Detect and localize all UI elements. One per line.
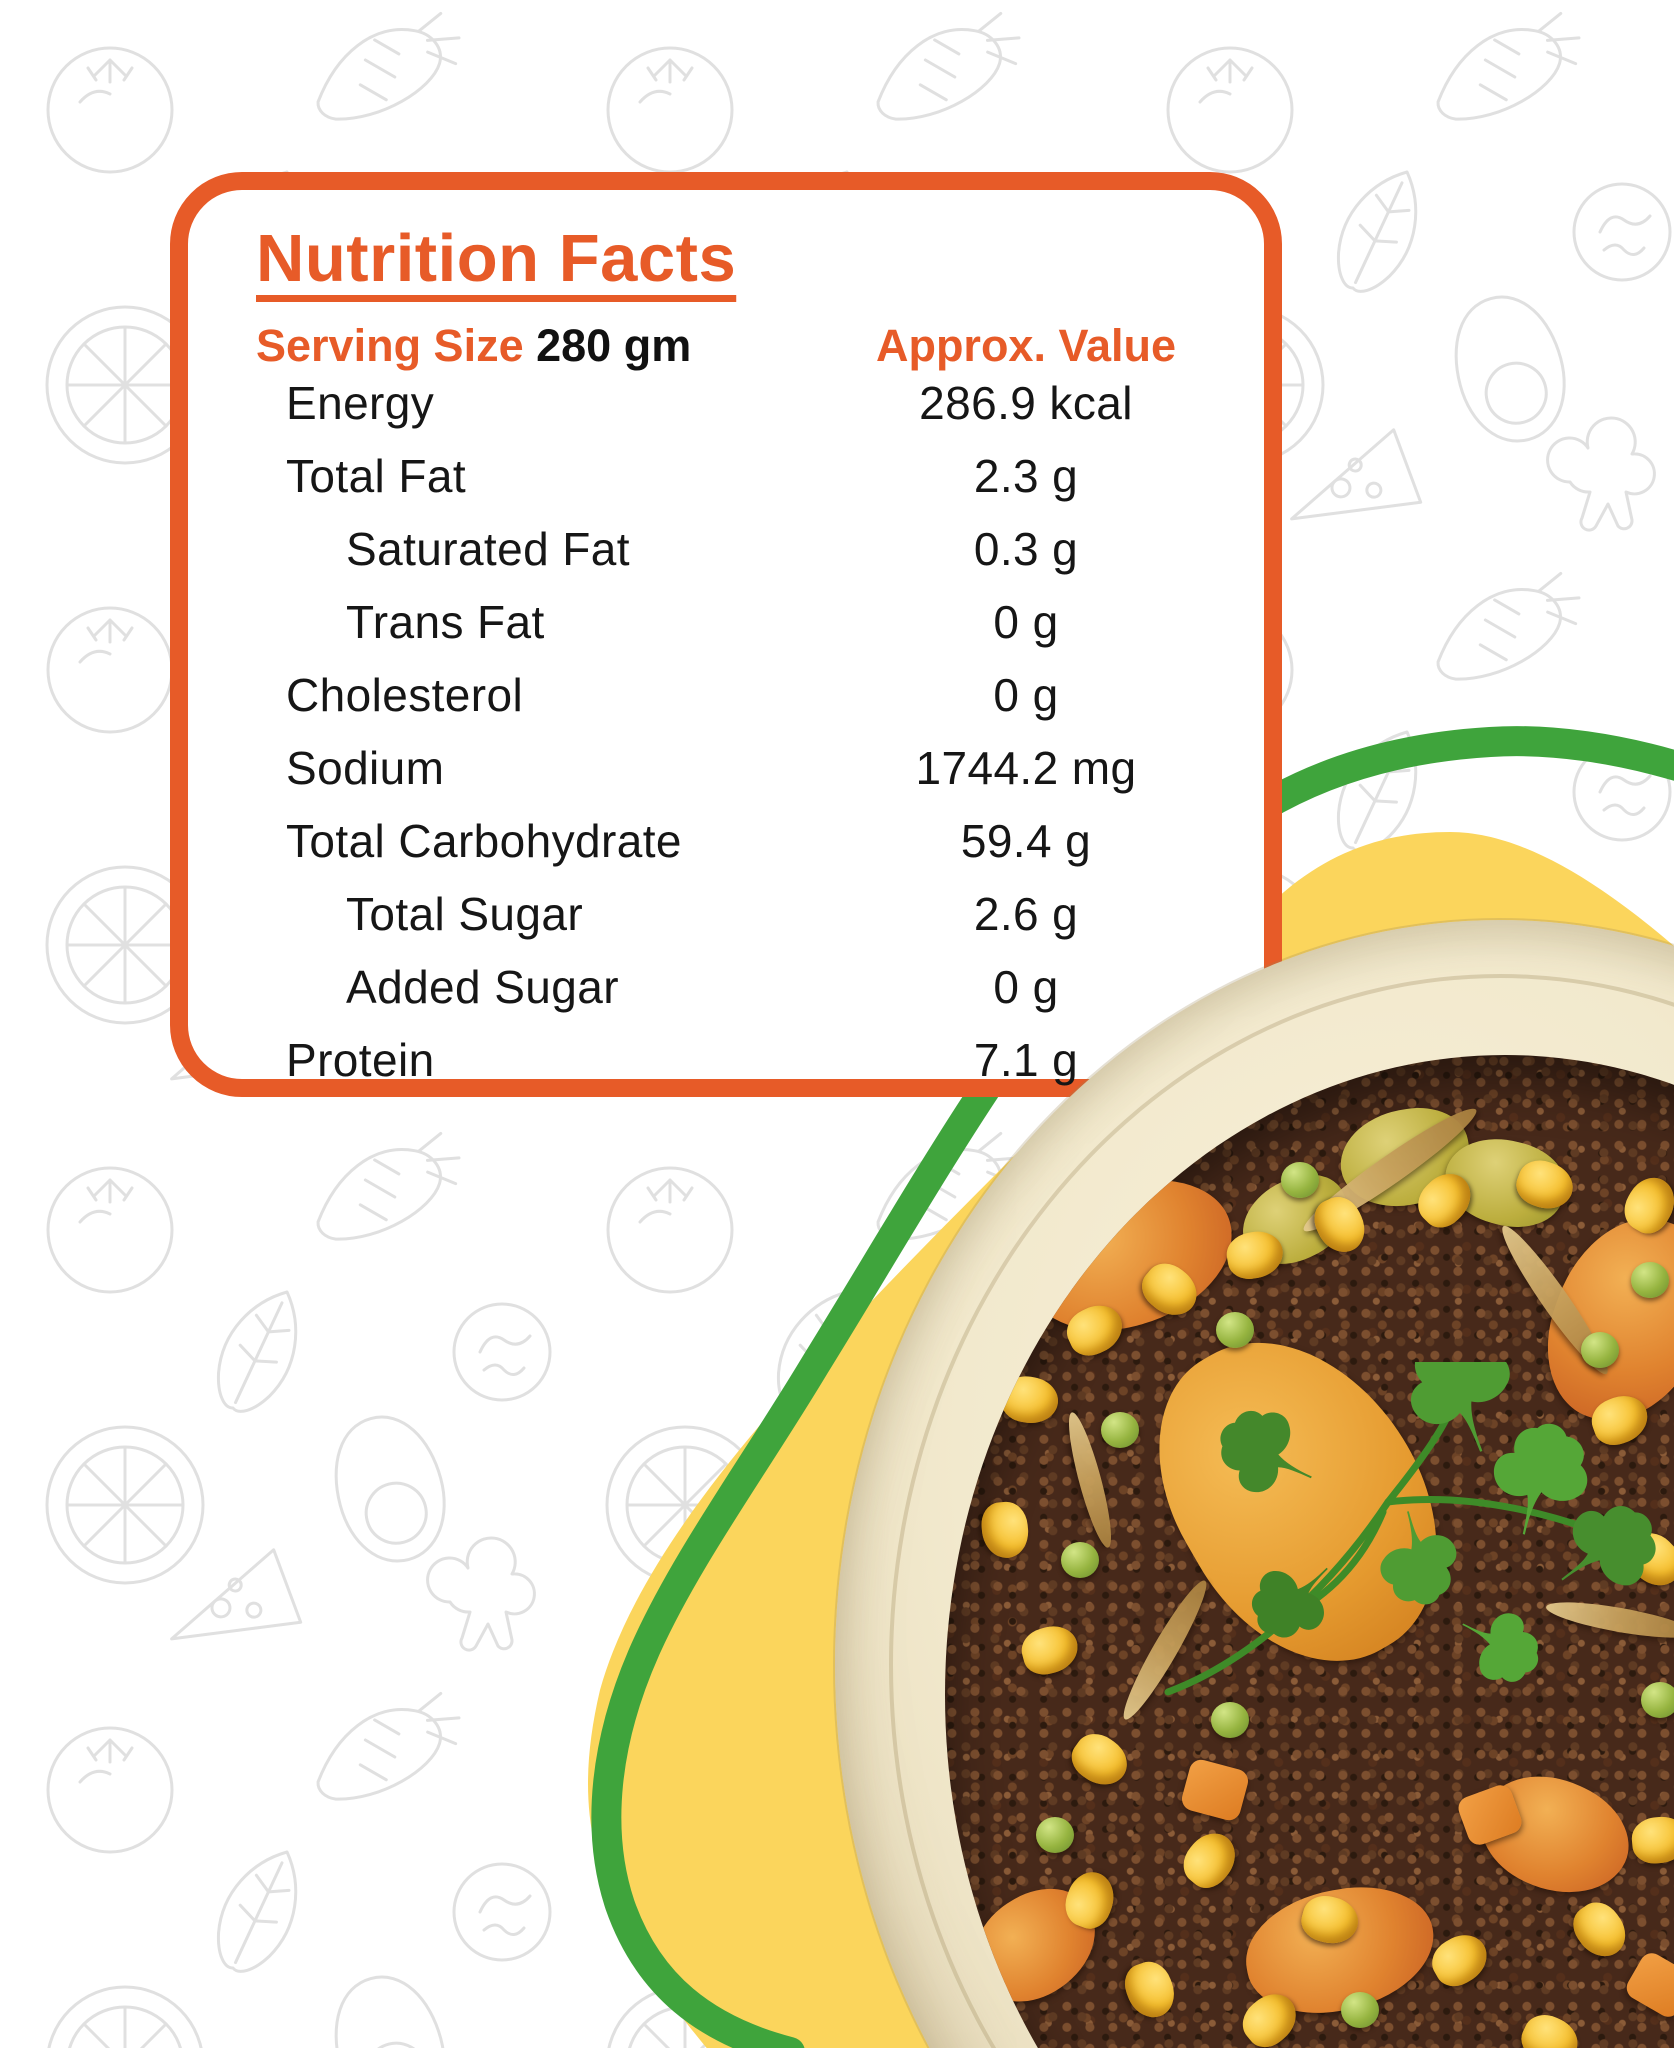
value-column-header: Approx. Value (875, 320, 1177, 371)
nutrient-label: Trans Fat (346, 595, 545, 648)
nutrient-value: 0 g (993, 595, 1059, 648)
nutrient-label: Energy (286, 376, 435, 429)
corn-kernel-icon (979, 1500, 1031, 1560)
nutrient-label: Total Sugar (346, 887, 584, 940)
serving-size: Serving Size 280 gm (256, 320, 826, 372)
corn-kernel-icon (1063, 1725, 1137, 1795)
nutrient-value: 7.1 g (973, 1033, 1079, 1086)
nutrient-value: 1744.2 mg (915, 741, 1137, 794)
table-row: Energy 286.9 kcal (206, 366, 1226, 439)
green-pea-icon (1581, 1332, 1619, 1368)
table-row: Protein 7.1 g (206, 1023, 1226, 1096)
serving-size-value: 280 gm (536, 320, 692, 371)
table-row: Added Sugar 0 g (206, 950, 1226, 1023)
table-row: Trans Fat 0 g (206, 585, 1226, 658)
green-pea-icon (1101, 1412, 1139, 1448)
nutrient-label: Total Fat (286, 449, 467, 502)
nutrient-label: Added Sugar (346, 960, 619, 1013)
millet-vegetable-food (945, 1055, 1674, 2048)
corn-kernel-icon (1424, 1926, 1496, 1994)
nutrition-facts-card: Nutrition Facts Serving Size 280 gm Appr… (170, 172, 1282, 1097)
cilantro-garnish-icon (1164, 1362, 1674, 1697)
corn-kernel-icon (1118, 1955, 1182, 2025)
nutrient-label: Total Carbohydrate (286, 814, 682, 867)
table-row: Total Sugar 2.6 g (206, 877, 1226, 950)
green-pea-icon (1216, 1312, 1254, 1348)
corn-kernel-icon (1017, 1620, 1083, 1680)
nutrient-value: 286.9 kcal (919, 376, 1133, 429)
green-pea-icon (1036, 1817, 1074, 1853)
table-row: Cholesterol 0 g (206, 658, 1226, 731)
corn-kernel-icon (1565, 1893, 1635, 1967)
green-pea-icon (1281, 1162, 1319, 1198)
nutrient-label: Sodium (286, 741, 445, 794)
green-pea-icon (1061, 1542, 1099, 1578)
green-pea-icon (1641, 1682, 1674, 1718)
table-row: Total Carbohydrate 59.4 g (206, 804, 1226, 877)
green-pea-icon (1211, 1702, 1249, 1738)
serving-size-label: Serving Size (256, 320, 524, 371)
green-pea-icon (1631, 1262, 1669, 1298)
corn-kernel-icon (1630, 1814, 1674, 1866)
nutrition-table: Energy 286.9 kcal Total Fat 2.3 g Satura… (206, 366, 1226, 1096)
table-row: Total Fat 2.3 g (206, 439, 1226, 512)
nutrient-value: 59.4 g (960, 814, 1092, 867)
nutrient-value: 0.3 g (973, 522, 1079, 575)
green-curve-accent (591, 726, 1674, 2048)
green-pea-icon (1341, 1992, 1379, 2028)
nutrient-value: 2.6 g (973, 887, 1079, 940)
nutrient-value: 2.3 g (973, 449, 1079, 502)
table-row: Saturated Fat 0.3 g (206, 512, 1226, 585)
nutrient-label: Cholesterol (286, 668, 524, 721)
carrot-cube-icon (1179, 1757, 1251, 1823)
card-title: Nutrition Facts (256, 221, 737, 296)
card-content: Nutrition Facts Serving Size 280 gm Appr… (206, 208, 1246, 1086)
nutrient-value: 0 g (993, 960, 1059, 1013)
carrot-cube-icon (1622, 1948, 1674, 2022)
nutrient-label: Protein (286, 1033, 435, 1086)
nutrient-value: 0 g (993, 668, 1059, 721)
table-row: Sodium 1744.2 mg (206, 731, 1226, 804)
corn-kernel-icon (1174, 1823, 1246, 1897)
corn-kernel-icon (1514, 2007, 1586, 2048)
table-header-row: Serving Size 280 gm Approx. Value (256, 320, 1226, 372)
nutrient-label: Saturated Fat (346, 522, 630, 575)
